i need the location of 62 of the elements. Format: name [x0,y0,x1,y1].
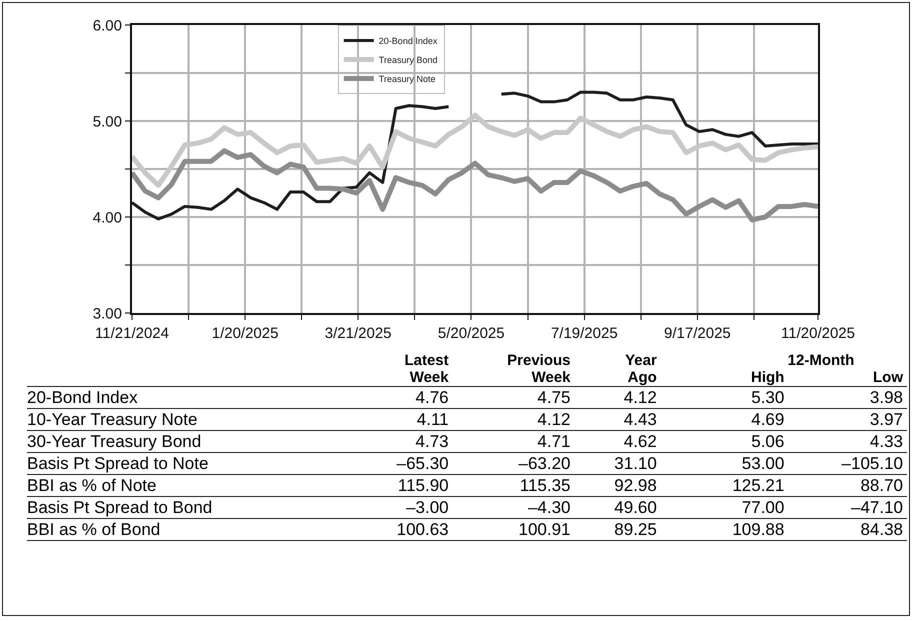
data-label: –65.30 [396,453,450,474]
y-tick-label: 4.00 [92,209,122,226]
data-label: 77.00 [740,497,786,518]
category-label: 10-Year Treasury Note [27,409,198,430]
data-label: 92.98 [613,475,658,496]
data-label: 115.35 [518,475,572,496]
category-label: BBI as % of Bond [27,519,162,540]
data-label: 84.38 [859,519,904,540]
data-label: 4.62 [622,431,658,452]
text: High [750,368,786,386]
data-label: 125.21 [731,475,786,496]
data-label: –63.20 [518,453,572,474]
data-label: 4.12 [536,409,572,430]
data-label: 100.63 [396,519,450,540]
text: Year Ago [624,352,658,386]
category-label: 20-Bond Index [27,387,139,408]
data-label: 3.98 [868,387,904,408]
data-label: 4.43 [622,409,658,430]
data-label: 100.91 [518,519,572,540]
category-label: BBI as % of Note [27,475,158,496]
x-tick-label: 9/17/2025 [664,325,731,342]
text: 12-Month [788,352,854,369]
x-tick-label: 3/21/2025 [324,325,392,342]
data-label: 115.90 [396,475,450,496]
data-label: –4.30 [526,497,572,518]
text: Latest Week [403,352,450,386]
data-label: –105.10 [840,453,904,474]
data-label: 31.10 [613,453,658,474]
y-tick-label: 3.00 [92,305,122,322]
x-tick-label: 11/21/2024 [95,325,169,342]
y-tick-label: 6.00 [92,17,122,34]
legend-label: Treasury Note [378,74,436,84]
x-tick-label: 11/20/2025 [781,325,855,342]
legend-label: Treasury Bond [378,55,438,66]
x-tick-label: 7/19/2025 [550,325,618,342]
category-label: Basis Pt Spread to Bond [27,497,214,518]
data-label: 5.06 [750,431,786,452]
data-label: 49.60 [613,497,658,518]
x-tick-label: 5/20/2025 [438,325,505,342]
data-label: 4.33 [868,431,904,452]
data-label: 4.12 [622,387,658,408]
data-label: 4.73 [414,431,450,452]
text: Low [873,369,903,386]
data-label: 53.00 [740,453,786,474]
text: Previous Week [506,352,572,386]
data-label: –3.00 [405,497,450,518]
data-label: –47.10 [850,497,904,518]
x-tick-label: 1/20/2025 [212,325,278,342]
data-label: 4.76 [414,387,450,408]
data-label: 4.75 [536,387,572,408]
data-label: 5.30 [750,387,786,408]
category-label: 30-Year Treasury Bond [27,431,202,452]
data-label: 89.25 [613,519,658,540]
data-label: 4.69 [750,409,786,430]
data-label: 4.71 [536,431,572,452]
data-label: 3.97 [868,409,904,430]
data-label: 88.70 [859,475,904,496]
category-label: Basis Pt Spread to Note [27,453,210,474]
y-tick-label: 5.00 [92,113,122,130]
data-label: 109.88 [731,519,786,540]
data-label: 4.11 [416,409,450,430]
legend-label: 20-Bond Index [378,36,438,46]
